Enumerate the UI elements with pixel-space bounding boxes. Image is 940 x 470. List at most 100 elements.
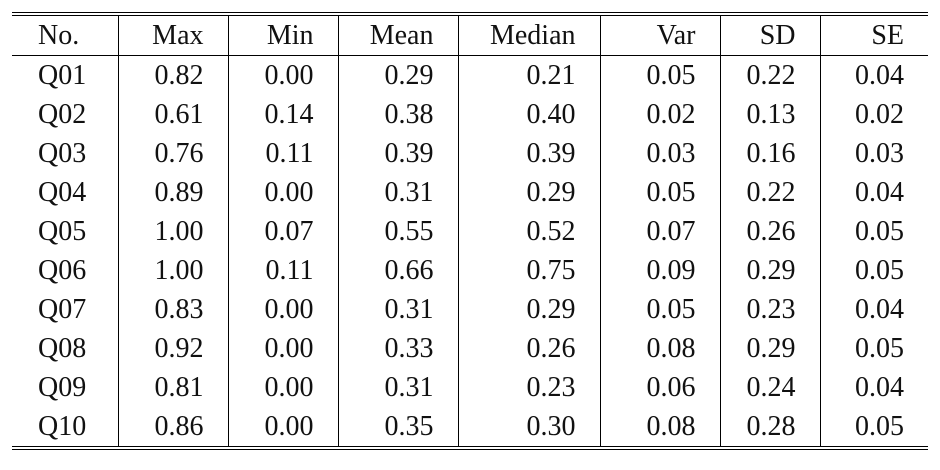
table-cell: 0.14 (227, 95, 338, 134)
table-cell: 0.00 (227, 329, 338, 368)
table-cell: 0.29 (457, 173, 600, 212)
column-header: Mean (337, 14, 458, 56)
table-cell: 0.21 (457, 55, 600, 95)
table-cell: 0.00 (227, 173, 338, 212)
table-cell: 0.92 (117, 329, 228, 368)
table-cell: 0.29 (719, 329, 820, 368)
row-label: Q04 (38, 177, 87, 208)
table-cell: 0.07 (227, 212, 338, 251)
table-cell: 0.02 (599, 95, 720, 134)
column-header: Max (117, 14, 228, 56)
table-cell: 0.05 (819, 251, 928, 290)
column-header: SE (819, 14, 928, 56)
table-row: Q01 0.82 0.00 0.29 0.21 0.05 0.22 0.04 (12, 55, 928, 95)
column-header: SD (719, 14, 820, 56)
table-cell: 0.11 (227, 251, 338, 290)
table-cell: 0.66 (337, 251, 458, 290)
table-cell: 0.76 (117, 134, 228, 173)
table-cell: 0.23 (457, 368, 600, 407)
table-cell: 0.22 (719, 55, 820, 95)
stats-table: No. Max Min Mean Median Var SD SE Q01 0.82 0.00 0.… (12, 12, 928, 450)
table-cell: 0.00 (227, 290, 338, 329)
table-cell: 0.05 (819, 329, 928, 368)
table-cell: 0.38 (337, 95, 458, 134)
table-cell: 0.03 (599, 134, 720, 173)
table-header: No. Max Min Mean Median Var SD SE (12, 14, 928, 56)
table-row: Q08 0.92 0.00 0.33 0.26 0.08 0.29 0.05 (12, 329, 928, 368)
row-label: Q09 (38, 372, 87, 403)
table-body: Q01 0.82 0.00 0.29 0.21 0.05 0.22 0.04 Q02 0.61 0.… (12, 55, 928, 448)
row-label: Q07 (38, 294, 87, 325)
column-header: Min (227, 14, 338, 56)
table-cell: 0.05 (819, 212, 928, 251)
table-row: Q10 0.86 0.00 0.35 0.30 0.08 0.28 0.05 (12, 407, 928, 448)
table-cell: 0.30 (457, 407, 600, 448)
table-cell: 0.29 (337, 55, 458, 95)
table-row: Q09 0.81 0.00 0.31 0.23 0.06 0.24 0.04 (12, 368, 928, 407)
table-cell: 0.31 (337, 290, 458, 329)
table-cell: 0.08 (599, 407, 720, 448)
table-cell: 0.11 (227, 134, 338, 173)
row-label: Q01 (38, 60, 87, 91)
table-cell: 0.13 (719, 95, 820, 134)
table-cell: 0.03 (819, 134, 928, 173)
table-cell: 0.29 (457, 290, 600, 329)
table-cell: 0.83 (117, 290, 228, 329)
table-cell: 0.75 (457, 251, 600, 290)
table-cell: 0.39 (337, 134, 458, 173)
table-cell: 1.00 (117, 212, 228, 251)
table-row: Q04 0.89 0.00 0.31 0.29 0.05 0.22 0.04 (12, 173, 928, 212)
table-cell: 0.04 (819, 173, 928, 212)
column-header: No. (38, 20, 80, 51)
table-row: Q06 1.00 0.11 0.66 0.75 0.09 0.29 0.05 (12, 251, 928, 290)
table-row: Q02 0.61 0.14 0.38 0.40 0.02 0.13 0.02 (12, 95, 928, 134)
table-cell: 0.31 (337, 173, 458, 212)
table-cell: 0.33 (337, 329, 458, 368)
table-cell: 0.26 (719, 212, 820, 251)
table-cell: 0.05 (599, 173, 720, 212)
row-label: Q06 (38, 255, 87, 286)
table-cell: 0.26 (457, 329, 600, 368)
table-cell: 0.02 (819, 95, 928, 134)
row-label: Q02 (38, 99, 87, 130)
table-cell: 0.05 (599, 55, 720, 95)
table-cell: 0.23 (719, 290, 820, 329)
table-cell: 0.29 (719, 251, 820, 290)
header-row: No. Max Min Mean Median Var SD SE (12, 14, 928, 56)
row-label: Q05 (38, 216, 87, 247)
table-cell: 0.24 (719, 368, 820, 407)
table-cell: 0.89 (117, 173, 228, 212)
table-cell: 0.05 (819, 407, 928, 448)
table-row: Q07 0.83 0.00 0.31 0.29 0.05 0.23 0.04 (12, 290, 928, 329)
table-cell: 0.04 (819, 55, 928, 95)
table-cell: 0.08 (599, 329, 720, 368)
table-cell: 0.04 (819, 290, 928, 329)
table-cell: 0.40 (457, 95, 600, 134)
table-cell: 0.61 (117, 95, 228, 134)
table-row: Q03 0.76 0.11 0.39 0.39 0.03 0.16 0.03 (12, 134, 928, 173)
table-cell: 0.22 (719, 173, 820, 212)
table-cell: 0.55 (337, 212, 458, 251)
row-label: Q08 (38, 333, 87, 364)
table-cell: 0.35 (337, 407, 458, 448)
table-cell: 0.00 (227, 55, 338, 95)
table-cell: 0.86 (117, 407, 228, 448)
table-cell: 0.07 (599, 212, 720, 251)
table-cell: 0.00 (227, 368, 338, 407)
table-cell: 1.00 (117, 251, 228, 290)
table-cell: 0.81 (117, 368, 228, 407)
table-cell: 0.52 (457, 212, 600, 251)
table-cell: 0.31 (337, 368, 458, 407)
column-header: Var (599, 14, 720, 56)
table-cell: 0.16 (719, 134, 820, 173)
column-header: Median (457, 14, 600, 56)
table-cell: 0.82 (117, 55, 228, 95)
row-label: Q03 (38, 138, 87, 169)
table-cell: 0.39 (457, 134, 600, 173)
table-cell: 0.00 (227, 407, 338, 448)
table-cell: 0.04 (819, 368, 928, 407)
table-cell: 0.05 (599, 290, 720, 329)
table-cell: 0.06 (599, 368, 720, 407)
table-row: Q05 1.00 0.07 0.55 0.52 0.07 0.26 0.05 (12, 212, 928, 251)
